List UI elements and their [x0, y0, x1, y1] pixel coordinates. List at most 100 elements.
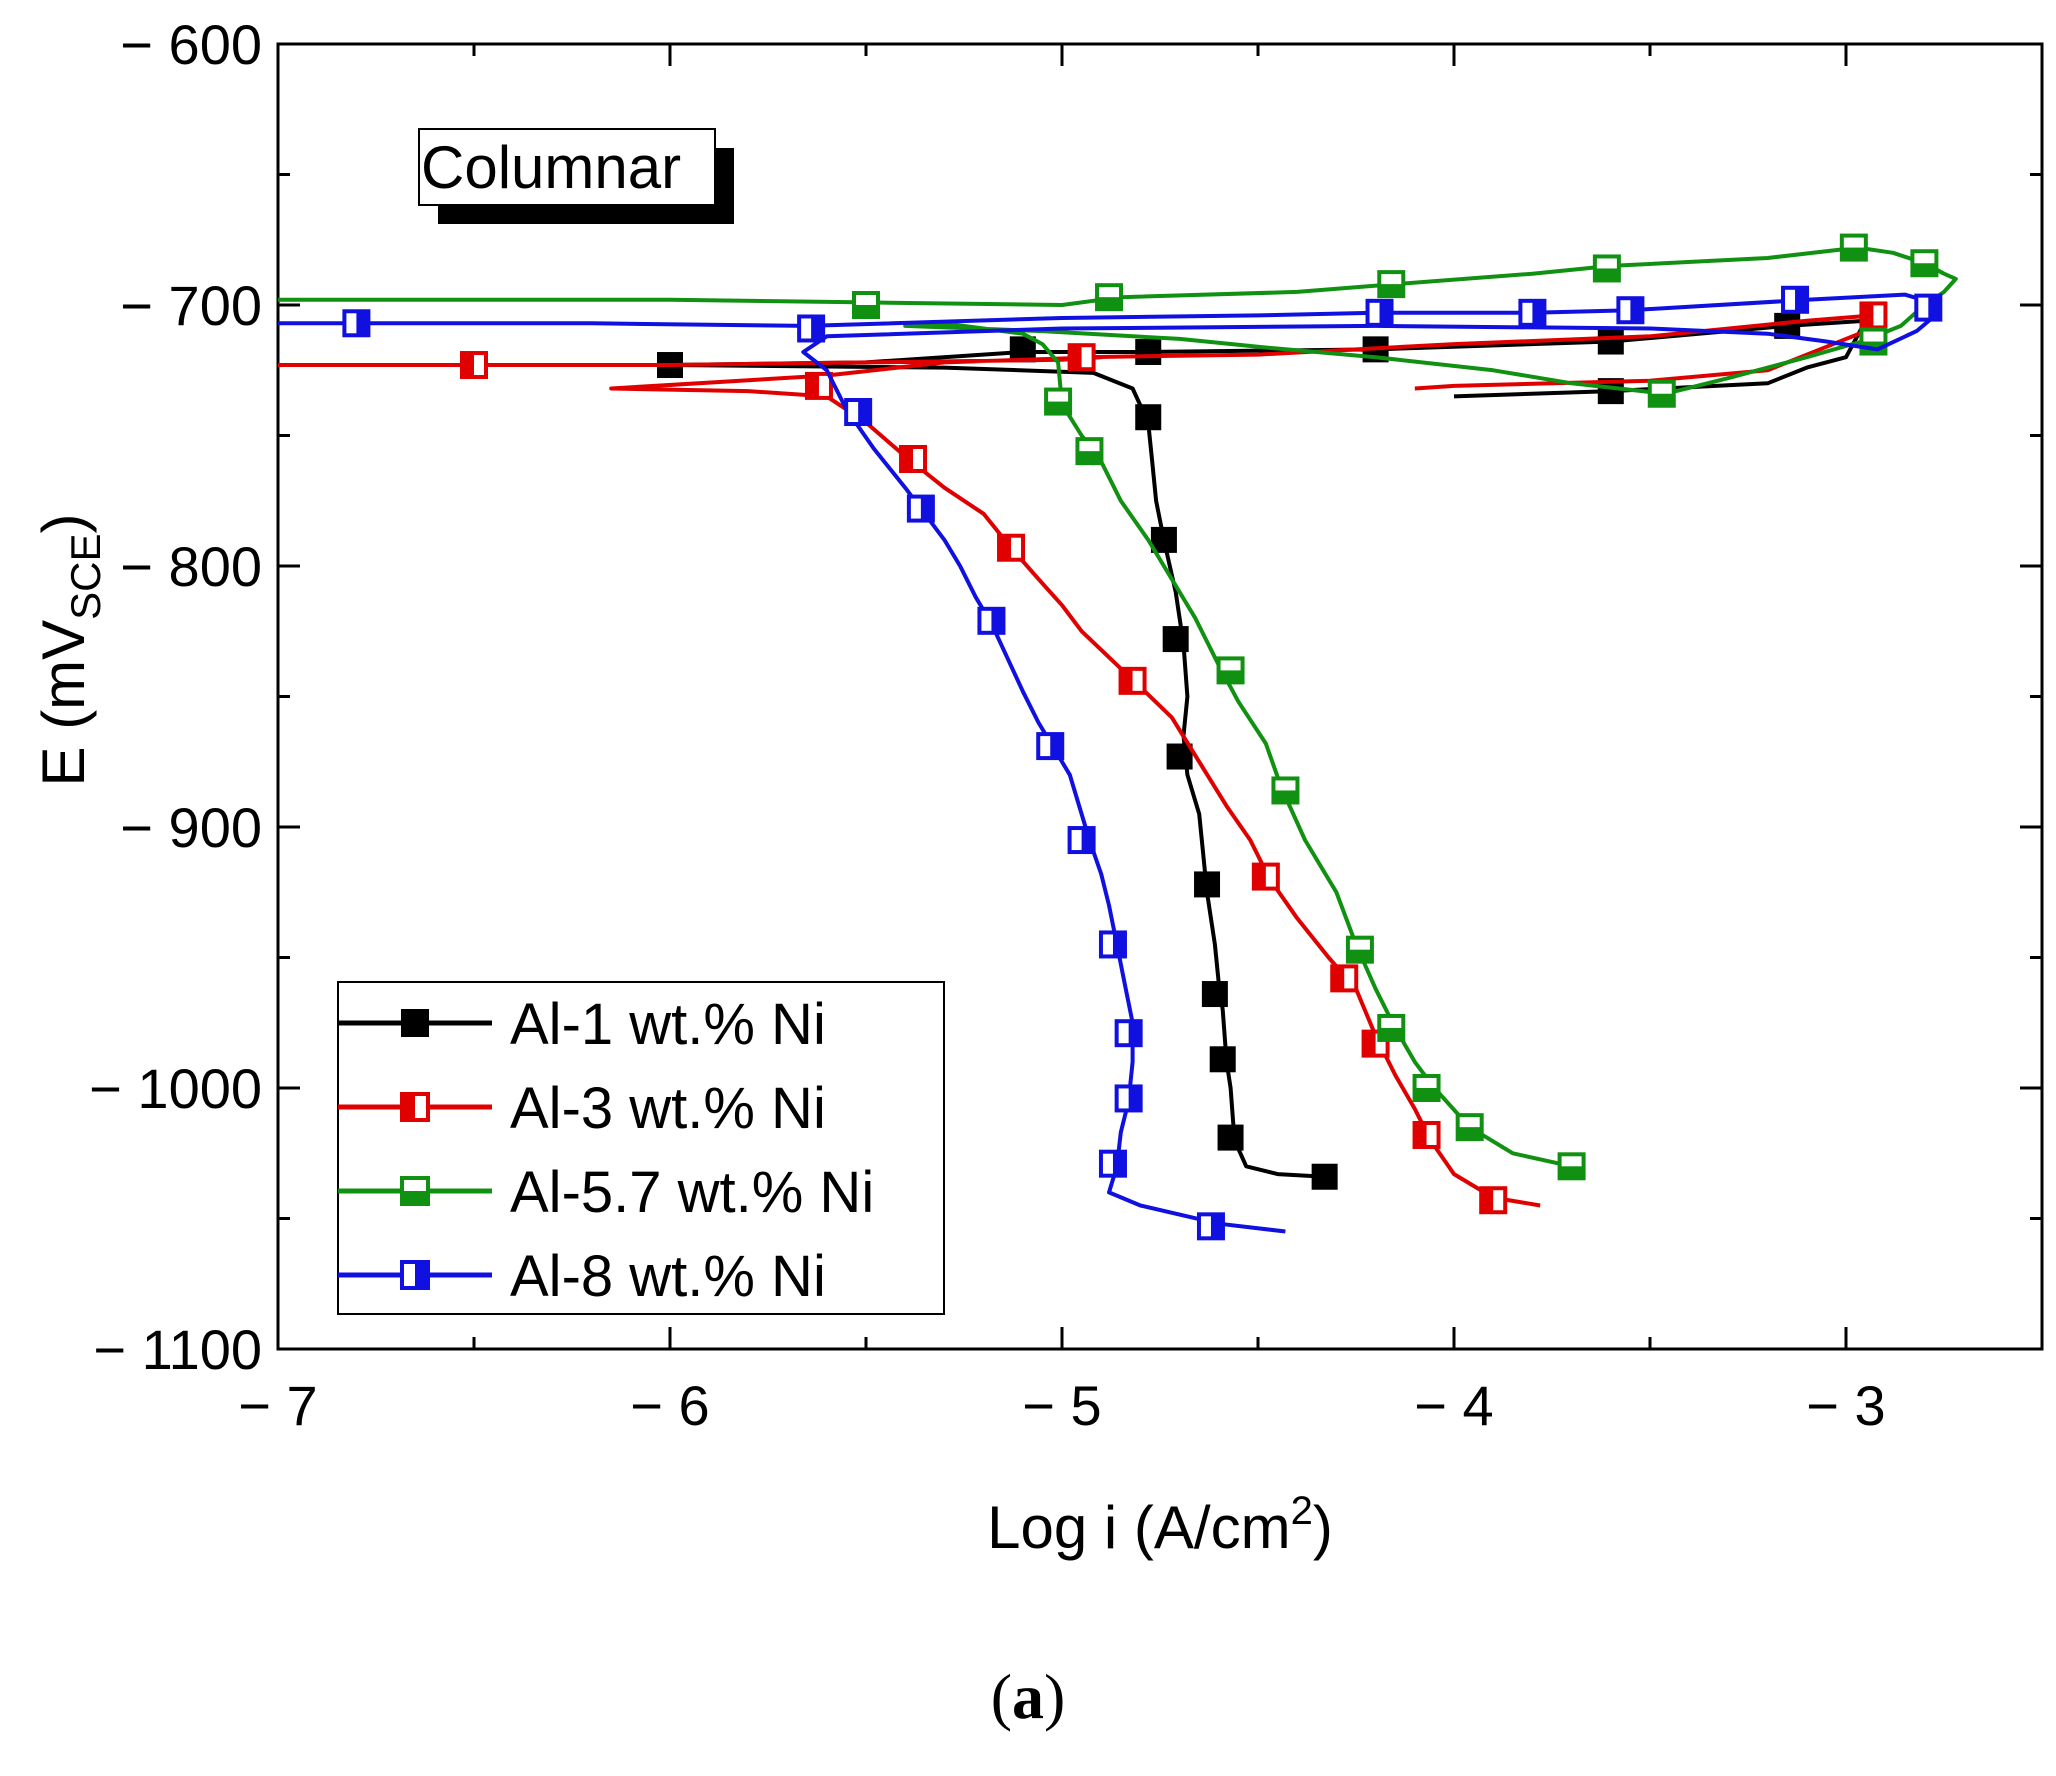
marker-fill — [1069, 345, 1082, 370]
y-tick-label: − 1100 — [93, 1318, 262, 1381]
data-marker — [1098, 930, 1127, 959]
marker-fill — [1379, 1027, 1404, 1040]
marker-fill — [1414, 1088, 1439, 1100]
series-2 — [278, 301, 1888, 1215]
marker-fill — [1379, 300, 1392, 325]
marker-fill — [1841, 247, 1866, 260]
marker-body — [1135, 404, 1162, 431]
data-marker — [460, 351, 488, 380]
marker-fill — [402, 1191, 428, 1204]
data-marker — [1067, 343, 1096, 372]
data-marker — [1194, 871, 1221, 898]
marker-fill — [402, 1094, 415, 1120]
data-marker — [1647, 379, 1676, 408]
series-line — [278, 292, 1943, 1234]
data-marker — [400, 1176, 430, 1206]
data-marker — [1592, 254, 1621, 283]
marker-fill — [1128, 1021, 1141, 1046]
legend-entry: Al-1 wt.% Ni — [338, 992, 826, 1057]
marker-body — [1150, 526, 1177, 553]
series-1 — [657, 312, 1868, 1190]
y-tick-label: − 900 — [120, 796, 262, 859]
marker-fill — [1379, 284, 1404, 297]
data-marker — [1150, 526, 1177, 553]
marker-fill — [1594, 268, 1619, 281]
x-tick-label: − 5 — [1022, 1374, 1101, 1437]
y-tick-label: − 600 — [120, 13, 262, 76]
marker-fill — [356, 311, 369, 336]
data-marker — [1098, 1149, 1127, 1178]
marker-fill — [415, 1262, 428, 1288]
marker-fill — [1081, 828, 1094, 853]
marker-body — [1135, 338, 1162, 365]
data-marker — [1914, 293, 1943, 322]
data-marker — [1166, 743, 1193, 770]
data-marker — [977, 606, 1006, 635]
marker-body — [1201, 981, 1228, 1008]
marker-fill — [1112, 1151, 1125, 1176]
marker-fill — [991, 608, 1004, 633]
marker-fill — [1861, 303, 1874, 328]
data-marker — [1781, 285, 1810, 314]
data-marker — [1518, 298, 1547, 327]
marker-fill — [1347, 949, 1372, 962]
annotation-frame — [418, 128, 716, 206]
data-marker — [1557, 1152, 1586, 1181]
data-marker — [1412, 1074, 1441, 1102]
marker-body — [401, 1009, 429, 1037]
data-marker — [1455, 1113, 1484, 1142]
series-4 — [278, 285, 1943, 1241]
data-marker — [400, 1260, 430, 1290]
marker-fill — [1457, 1127, 1482, 1140]
data-marker — [1412, 1120, 1441, 1149]
marker-body — [1209, 1046, 1236, 1073]
x-tick-label: − 4 — [1414, 1374, 1493, 1437]
marker-fill — [1046, 401, 1071, 414]
data-marker — [1330, 964, 1359, 993]
data-marker — [1910, 249, 1939, 278]
marker-fill — [858, 400, 871, 425]
marker-fill — [1097, 297, 1122, 310]
marker-fill — [1559, 1166, 1584, 1179]
data-marker — [852, 291, 880, 319]
series-3 — [278, 233, 1958, 1181]
marker-fill — [462, 353, 474, 378]
data-marker — [1311, 1163, 1338, 1190]
legend-label: Al-8 wt.% Ni — [510, 1244, 826, 1309]
marker-fill — [1912, 263, 1937, 276]
marker-fill — [1253, 864, 1266, 889]
data-marker — [1135, 338, 1162, 365]
data-marker — [1839, 233, 1868, 262]
data-marker — [1118, 666, 1147, 695]
data-marker — [1597, 328, 1624, 355]
data-marker — [1135, 404, 1162, 431]
marker-fill — [920, 496, 933, 521]
data-marker — [804, 371, 833, 400]
legend-entry: Al-3 wt.% Ni — [338, 1076, 826, 1141]
data-marker — [1377, 270, 1406, 299]
marker-body — [1217, 1124, 1244, 1151]
data-marker — [844, 398, 873, 427]
data-marker — [899, 444, 928, 473]
x-tick-label: − 6 — [630, 1374, 709, 1437]
marker-fill — [1630, 298, 1643, 323]
marker-body — [1194, 871, 1221, 898]
marker-fill — [1210, 1214, 1223, 1239]
figure-caption: (a) — [990, 1661, 1066, 1732]
data-marker — [1377, 1013, 1406, 1042]
marker-fill — [1128, 1086, 1141, 1111]
y-tick-label: − 700 — [120, 274, 262, 337]
marker-fill — [806, 373, 819, 398]
marker-fill — [1414, 1122, 1427, 1147]
marker-fill — [1273, 790, 1298, 803]
marker-fill — [1928, 295, 1941, 320]
data-marker — [1216, 656, 1245, 685]
marker-fill — [811, 316, 824, 341]
marker-fill — [1363, 1031, 1376, 1056]
data-marker — [1201, 981, 1228, 1008]
legend-label: Al-3 wt.% Ni — [510, 1076, 826, 1141]
data-marker — [1114, 1084, 1143, 1113]
legend-entry: Al-5.7 wt.% Ni — [338, 1160, 874, 1225]
data-marker — [1067, 826, 1096, 855]
